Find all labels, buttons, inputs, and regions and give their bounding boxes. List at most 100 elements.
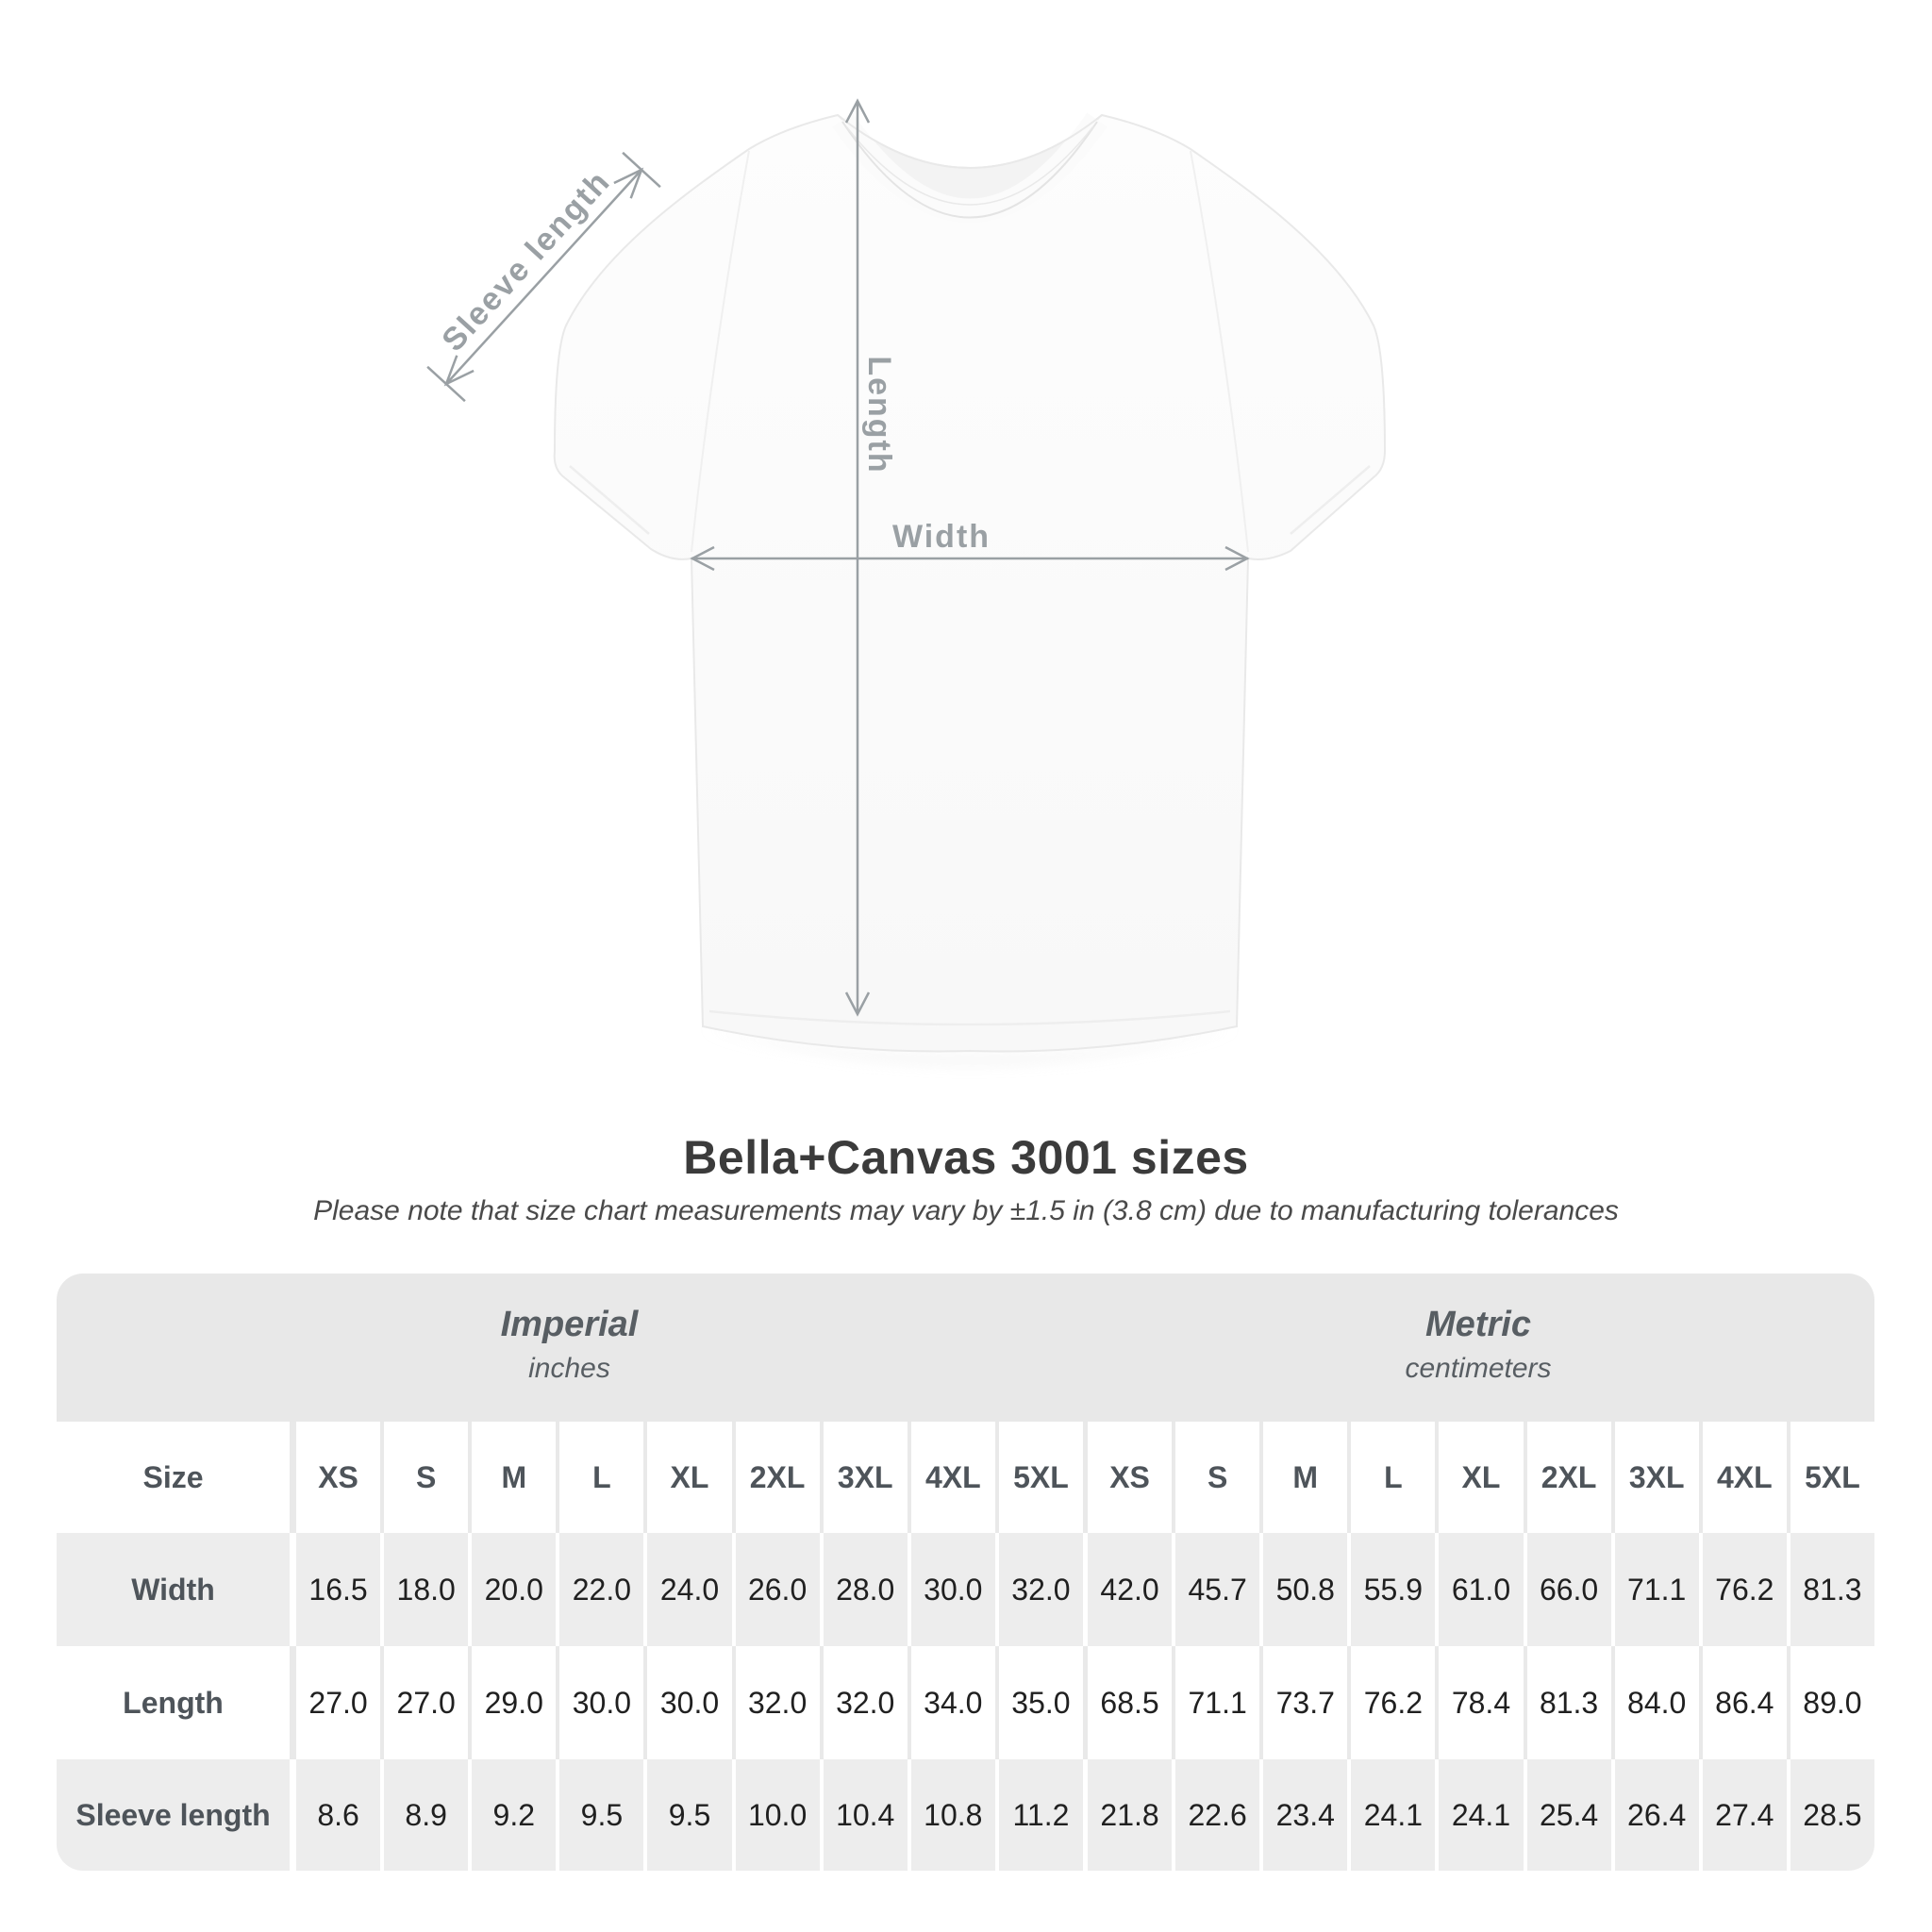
length-value-cell: 73.7 — [1259, 1646, 1347, 1759]
sleeve-value-cell: 24.1 — [1347, 1759, 1435, 1871]
collar-inner-stitch — [845, 125, 1094, 206]
size-header-cell: XL — [1435, 1422, 1523, 1533]
width-value-cell: 76.2 — [1698, 1533, 1787, 1646]
size-header-cell: 4XL — [907, 1422, 995, 1533]
length-value-cell: 89.0 — [1786, 1646, 1874, 1759]
collar-band — [832, 112, 1108, 224]
size-header-cell: 4XL — [1698, 1422, 1787, 1533]
page-title: Bella+Canvas 3001 sizes — [683, 1131, 1249, 1184]
width-value-cell: 32.0 — [994, 1533, 1083, 1646]
length-value-cell: 34.0 — [907, 1646, 995, 1759]
sleeve-value-cell: 22.6 — [1172, 1759, 1259, 1871]
length-label: Length — [861, 356, 897, 474]
right-armhole-seam — [1190, 150, 1249, 553]
size-column-header: Size — [142, 1459, 204, 1494]
sleeve-value-cell: 21.8 — [1082, 1759, 1172, 1871]
page-subtitle: Please note that size chart measurements… — [313, 1195, 1619, 1226]
length-value-cell: 68.5 — [1082, 1646, 1172, 1759]
length-value-cell: 27.0 — [380, 1646, 468, 1759]
width-arrow — [690, 545, 1250, 572]
tshirt-measurement-diagram: Sleeve length Length Width — [426, 98, 1387, 1064]
width-value-cell: 28.0 — [819, 1533, 908, 1646]
length-value-cell: 86.4 — [1698, 1646, 1787, 1759]
sleeve-length-arrow — [426, 151, 661, 403]
size-header-cell: 3XL — [1610, 1422, 1699, 1533]
sleeve-value-cell: 23.4 — [1259, 1759, 1347, 1871]
dimension-lines — [426, 98, 1250, 1017]
width-value-cell: 55.9 — [1347, 1533, 1435, 1646]
size-table: Imperial inches Metric centimeters Size … — [57, 1274, 1874, 1871]
width-value-cell: 42.0 — [1082, 1533, 1172, 1646]
hem-stitch — [708, 1009, 1231, 1026]
sleeve-value-cell: 8.9 — [380, 1759, 468, 1871]
size-header-cell: XL — [643, 1422, 731, 1533]
width-value-cell: 16.5 — [290, 1533, 380, 1646]
size-header-cell: L — [1347, 1422, 1435, 1533]
sleeve-value-cell: 10.0 — [731, 1759, 820, 1871]
size-header-cell: 5XL — [1786, 1422, 1874, 1533]
size-header-row: Size XS S M L XL 2XL 3XL 4XL 5XL XS S M L XL 2XL 3XL 4X… — [57, 1422, 1874, 1533]
table-row-width: Width 16.5 18.0 20.0 22.0 24.0 26.0 28.0 30.0 32… — [57, 1533, 1874, 1646]
sleeve-value-cell: 11.2 — [994, 1759, 1083, 1871]
sleeve-value-cell: 24.1 — [1435, 1759, 1523, 1871]
length-value-cell: 84.0 — [1610, 1646, 1699, 1759]
row-label-length: Length — [123, 1685, 224, 1720]
collar-back-edge — [837, 114, 1103, 169]
width-value-cell: 71.1 — [1610, 1533, 1699, 1646]
imperial-title: Imperial — [500, 1305, 639, 1344]
length-value-cell: 71.1 — [1172, 1646, 1259, 1759]
metric-title: Metric — [1425, 1305, 1531, 1344]
unit-section-band: Imperial inches Metric centimeters — [57, 1274, 1874, 1422]
imperial-section-header: Imperial inches — [57, 1274, 1082, 1422]
length-value-cell: 32.0 — [731, 1646, 820, 1759]
right-cuff-stitch — [1290, 465, 1371, 535]
left-cuff-stitch — [569, 465, 650, 535]
sleeve-value-cell: 9.5 — [643, 1759, 731, 1871]
size-header-cell: XS — [290, 1422, 380, 1533]
size-header-cell: 3XL — [819, 1422, 908, 1533]
sleeve-value-cell: 10.4 — [819, 1759, 908, 1871]
size-header-cell: 2XL — [1523, 1422, 1611, 1533]
collar-outer-stitch — [841, 121, 1098, 219]
width-value-cell: 61.0 — [1435, 1533, 1523, 1646]
size-header-cell: 2XL — [731, 1422, 820, 1533]
length-value-cell: 30.0 — [643, 1646, 731, 1759]
length-value-cell: 27.0 — [290, 1646, 380, 1759]
row-label-width: Width — [131, 1572, 215, 1607]
sleeve-value-cell: 28.5 — [1786, 1759, 1874, 1871]
sleeve-value-cell: 27.4 — [1698, 1759, 1787, 1871]
shirt-hem-shadow — [703, 1028, 1237, 1064]
length-value-cell: 35.0 — [994, 1646, 1083, 1759]
width-value-cell: 18.0 — [380, 1533, 468, 1646]
sleeve-value-cell: 10.8 — [907, 1759, 995, 1871]
width-value-cell: 30.0 — [907, 1533, 995, 1646]
row-label-sleeve-length: Sleeve length — [75, 1797, 271, 1832]
imperial-unit: inches — [528, 1353, 610, 1384]
size-header-cell: M — [1259, 1422, 1347, 1533]
table-row-sleeve-length: Sleeve length 8.6 8.9 9.2 9.5 9.5 10.0 10.4 10.… — [57, 1759, 1874, 1871]
width-value-cell: 66.0 — [1523, 1533, 1611, 1646]
sleeve-value-cell: 25.4 — [1523, 1759, 1611, 1871]
width-value-cell: 50.8 — [1259, 1533, 1347, 1646]
length-value-cell: 78.4 — [1435, 1646, 1523, 1759]
width-value-cell: 26.0 — [731, 1533, 820, 1646]
left-armhole-seam — [691, 150, 750, 553]
width-label: Width — [892, 519, 991, 555]
size-header-cell: L — [556, 1422, 643, 1533]
length-value-cell: 81.3 — [1523, 1646, 1611, 1759]
size-header-cell: S — [380, 1422, 468, 1533]
width-value-cell: 45.7 — [1172, 1533, 1259, 1646]
sleeve-value-cell: 9.2 — [468, 1759, 556, 1871]
size-header-cell: M — [468, 1422, 556, 1533]
width-value-cell: 20.0 — [468, 1533, 556, 1646]
length-value-cell: 76.2 — [1347, 1646, 1435, 1759]
size-header-cell: XS — [1082, 1422, 1172, 1533]
sleeve-value-cell: 26.4 — [1610, 1759, 1699, 1871]
length-value-cell: 32.0 — [819, 1646, 908, 1759]
length-value-cell: 29.0 — [468, 1646, 556, 1759]
sleeve-value-cell: 8.6 — [290, 1759, 380, 1871]
width-value-cell: 24.0 — [643, 1533, 731, 1646]
width-value-cell: 22.0 — [556, 1533, 643, 1646]
metric-unit: centimeters — [1405, 1353, 1552, 1384]
